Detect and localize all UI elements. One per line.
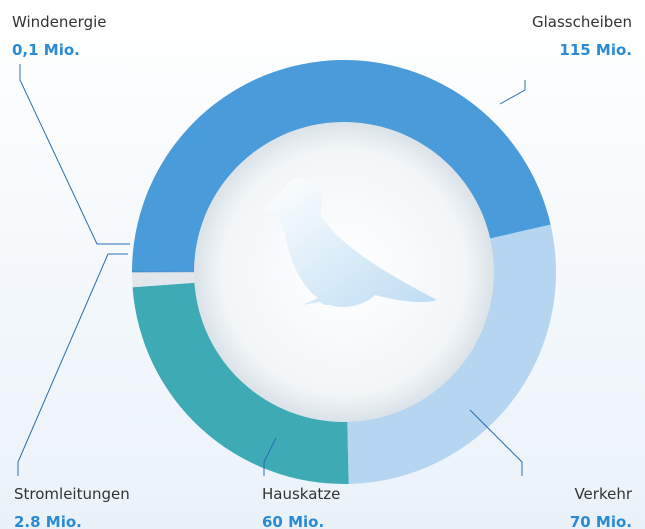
chart: Glasscheiben 115 Mio. Verkehr 70 Mio. Hauska… bbox=[0, 0, 645, 529]
value-label: 115 Mio. bbox=[559, 41, 632, 59]
value-label: 2.8 Mio. bbox=[14, 513, 82, 529]
value-label: 70 Mio. bbox=[570, 513, 632, 529]
category-label: Hauskatze bbox=[262, 485, 340, 503]
category-label: Stromleitungen bbox=[14, 485, 130, 503]
category-label: Glasscheiben bbox=[532, 13, 632, 31]
category-label: Windenergie bbox=[12, 13, 106, 31]
value-label: 60 Mio. bbox=[262, 513, 324, 529]
category-label: Verkehr bbox=[574, 485, 632, 503]
value-label: 0,1 Mio. bbox=[12, 41, 80, 59]
